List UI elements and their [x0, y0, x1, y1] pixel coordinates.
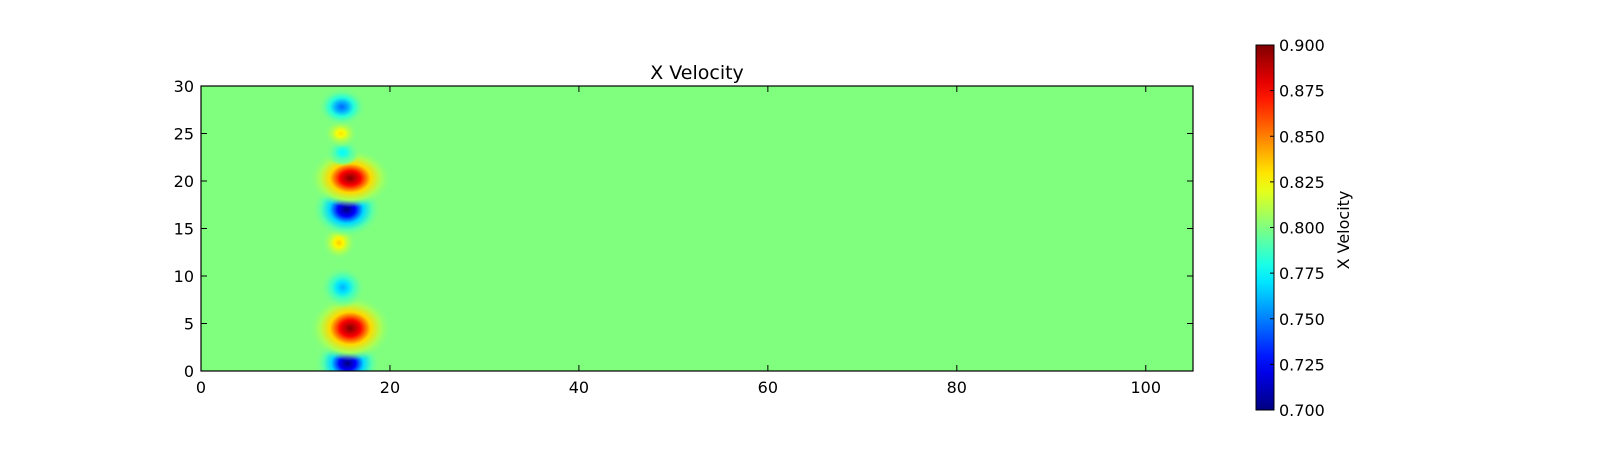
- heatmap-feature: [309, 295, 392, 361]
- x-axis: 0 20 40 60 80 100: [196, 86, 1161, 397]
- colorbar-tick-label: 0.700: [1279, 401, 1325, 420]
- heatmap-feature: [320, 266, 365, 308]
- x-tick-label: 60: [758, 378, 778, 397]
- y-axis: 0 5 10 15 20 25 30: [174, 77, 1193, 381]
- colorbar-tick-label: 0.750: [1279, 310, 1325, 329]
- x-tick-label: 20: [380, 378, 400, 397]
- heatmap-feature: [317, 88, 366, 126]
- y-tick-label: 5: [184, 315, 194, 334]
- x-tick-label: 40: [569, 378, 589, 397]
- colorbar-tick-label: 0.725: [1279, 355, 1325, 374]
- colorbar-tick-label: 0.900: [1279, 36, 1325, 55]
- colorbar-tick-label: 0.825: [1279, 173, 1325, 192]
- heatmap-cells: [309, 88, 392, 371]
- y-tick-label: 20: [174, 172, 194, 191]
- x-tick-label: 80: [947, 378, 967, 397]
- plot-area: [200, 85, 1194, 372]
- y-tick-label: 15: [174, 220, 194, 239]
- y-tick-label: 25: [174, 125, 194, 144]
- y-tick-label: 10: [174, 267, 194, 286]
- chart-title: X Velocity: [650, 62, 744, 84]
- colorbar-tick-label: 0.875: [1279, 82, 1325, 101]
- colorbar-tick-label: 0.775: [1279, 264, 1325, 283]
- x-tick-label: 100: [1130, 378, 1161, 397]
- y-tick-label: 0: [184, 362, 194, 381]
- colorbar-label: X Velocity: [1334, 191, 1353, 270]
- heatmap-feature: [323, 119, 358, 148]
- colorbar: 0.700 0.725 0.750 0.775 0.800 0.825 0.850 0.875…: [1255, 36, 1325, 420]
- x-tick-label: 0: [196, 378, 206, 397]
- y-tick-label: 30: [174, 77, 194, 96]
- heatmap-feature: [309, 149, 392, 208]
- colorbar-tick-label: 0.850: [1279, 127, 1325, 146]
- colorbar-tick-label: 0.800: [1279, 219, 1325, 238]
